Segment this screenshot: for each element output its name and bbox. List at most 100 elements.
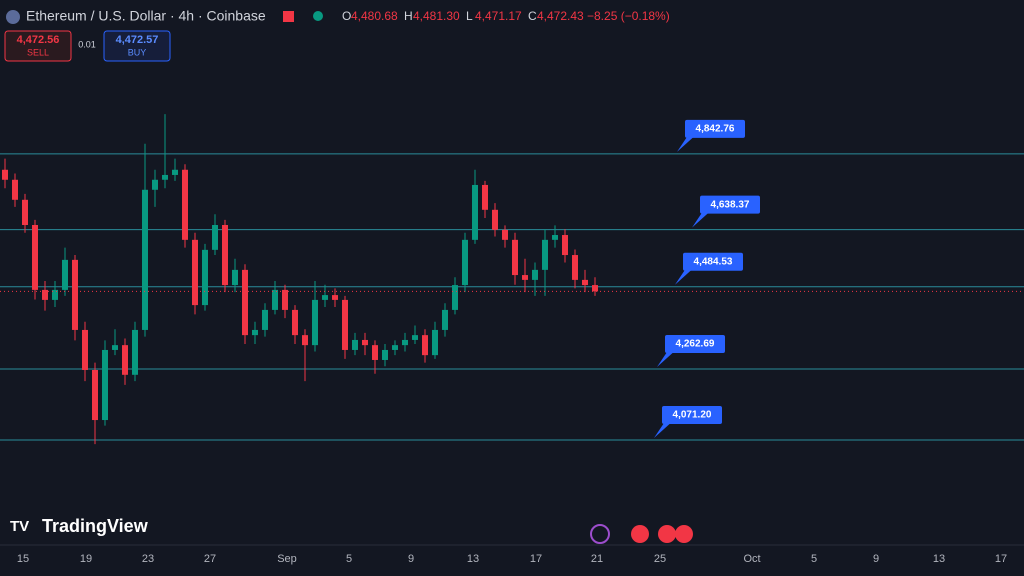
- level-label: 4,638.37: [711, 199, 750, 210]
- candle-body: [22, 199, 28, 226]
- candle-body: [422, 335, 428, 356]
- candle-body: [382, 349, 388, 360]
- x-tick-label: 25: [654, 553, 666, 565]
- candle-body: [522, 275, 528, 280]
- ohlc-key: L: [466, 9, 473, 23]
- spread: 0.01: [78, 39, 96, 49]
- buy-label[interactable]: BUY: [128, 47, 147, 57]
- candle-body: [12, 179, 18, 200]
- x-tick-label: 19: [80, 553, 92, 565]
- candle-body: [242, 269, 248, 336]
- candle-body: [352, 339, 358, 350]
- event-icon[interactable]: [631, 525, 649, 543]
- candle-body: [282, 289, 288, 310]
- candle-body: [2, 169, 8, 180]
- level-label: 4,071.20: [673, 410, 712, 421]
- candle-body: [32, 225, 38, 290]
- candle-body: [182, 169, 188, 240]
- candle-body: [342, 299, 348, 350]
- x-tick-label: 9: [408, 553, 414, 565]
- candle-body: [112, 345, 118, 350]
- sell-label[interactable]: SELL: [27, 47, 49, 57]
- x-tick-label: 23: [142, 553, 154, 565]
- candle-body: [272, 289, 278, 310]
- ohlc-value: 4,472.43: [537, 9, 584, 23]
- ohlc-key: O: [342, 9, 351, 23]
- candle-body: [562, 235, 568, 256]
- x-tick-label: 5: [346, 553, 352, 565]
- level-pointer: [677, 133, 697, 152]
- candle-body: [82, 329, 88, 370]
- event-icon[interactable]: [590, 524, 610, 544]
- plot-area: 15 19 23 27 Sep 5 9 13 17 21 25 Oct 5 9 13 17 4,842.76 4,…: [0, 114, 1024, 565]
- buy-price[interactable]: 4,472.57: [116, 34, 159, 46]
- x-tick-label: 27: [204, 553, 216, 565]
- level-label: 4,262.69: [676, 339, 715, 350]
- x-tick-label: 9: [873, 553, 879, 565]
- sell-button[interactable]: [4, 30, 72, 62]
- candle-body: [592, 285, 598, 292]
- brand-logo: TradingView: [42, 516, 149, 536]
- level-label-box: [700, 195, 760, 214]
- x-tick-label: 13: [933, 553, 945, 565]
- candle-body: [212, 225, 218, 250]
- candle-body: [262, 309, 268, 330]
- ohlc-value: 4,481.30: [413, 9, 460, 23]
- candle-body: [432, 329, 438, 356]
- market-status: [313, 11, 323, 21]
- x-tick-label: 5: [811, 553, 817, 565]
- candle-body: [252, 329, 258, 336]
- symbol-icon: [6, 10, 20, 24]
- candle-body: [122, 345, 128, 375]
- candle-body: [172, 169, 178, 175]
- candle-body: [292, 309, 298, 336]
- candle-body: [362, 339, 368, 346]
- candle-body: [102, 349, 108, 421]
- candle-body: [72, 259, 78, 330]
- ohlc-key: H: [404, 9, 413, 23]
- candle-body: [372, 345, 378, 360]
- candle-body: [542, 239, 548, 270]
- event-icon[interactable]: [658, 525, 676, 543]
- candle-body: [482, 184, 488, 210]
- ohlc-key: C: [528, 9, 537, 23]
- candle-body: [92, 369, 98, 421]
- candle-body: [442, 309, 448, 330]
- change: −8.25 (−0.18%): [587, 9, 670, 23]
- candle-body: [462, 239, 468, 286]
- candle-body: [162, 174, 168, 180]
- ohlc-value: 4,480.68: [351, 9, 398, 23]
- x-tick-label: 21: [591, 553, 603, 565]
- symbol-title[interactable]: Ethereum / U.S. Dollar · 4h · Coinbase: [26, 8, 266, 24]
- candle-body: [202, 249, 208, 306]
- candle-body: [502, 229, 508, 240]
- candle-body: [132, 329, 138, 375]
- level-label-box: [662, 405, 722, 424]
- candle-body: [472, 184, 478, 240]
- level-label: 4,842.76: [696, 124, 735, 135]
- flag-icon[interactable]: [283, 11, 294, 22]
- x-tick-label: Oct: [743, 553, 760, 565]
- logo-mark: TV: [10, 518, 29, 535]
- x-tick-label: Sep: [277, 553, 297, 565]
- candle-body: [532, 269, 538, 280]
- x-tick-label: 13: [467, 553, 479, 565]
- sell-price[interactable]: 4,472.56: [17, 34, 60, 46]
- candle-body: [42, 289, 48, 300]
- candle-body: [62, 259, 68, 290]
- candle-body: [402, 339, 408, 346]
- event-icon[interactable]: [675, 525, 693, 543]
- level-label-box: [683, 252, 743, 271]
- buy-button[interactable]: [103, 30, 171, 62]
- candle-body: [582, 279, 588, 286]
- candle-body: [312, 299, 318, 346]
- level-label-box: [665, 334, 725, 353]
- x-tick-label: 15: [17, 553, 29, 565]
- level-pointer: [692, 209, 712, 228]
- candle-body: [412, 335, 418, 340]
- candle-body: [232, 269, 238, 286]
- candle-body: [332, 295, 338, 300]
- level-pointer: [657, 348, 677, 367]
- candle-body: [192, 239, 198, 306]
